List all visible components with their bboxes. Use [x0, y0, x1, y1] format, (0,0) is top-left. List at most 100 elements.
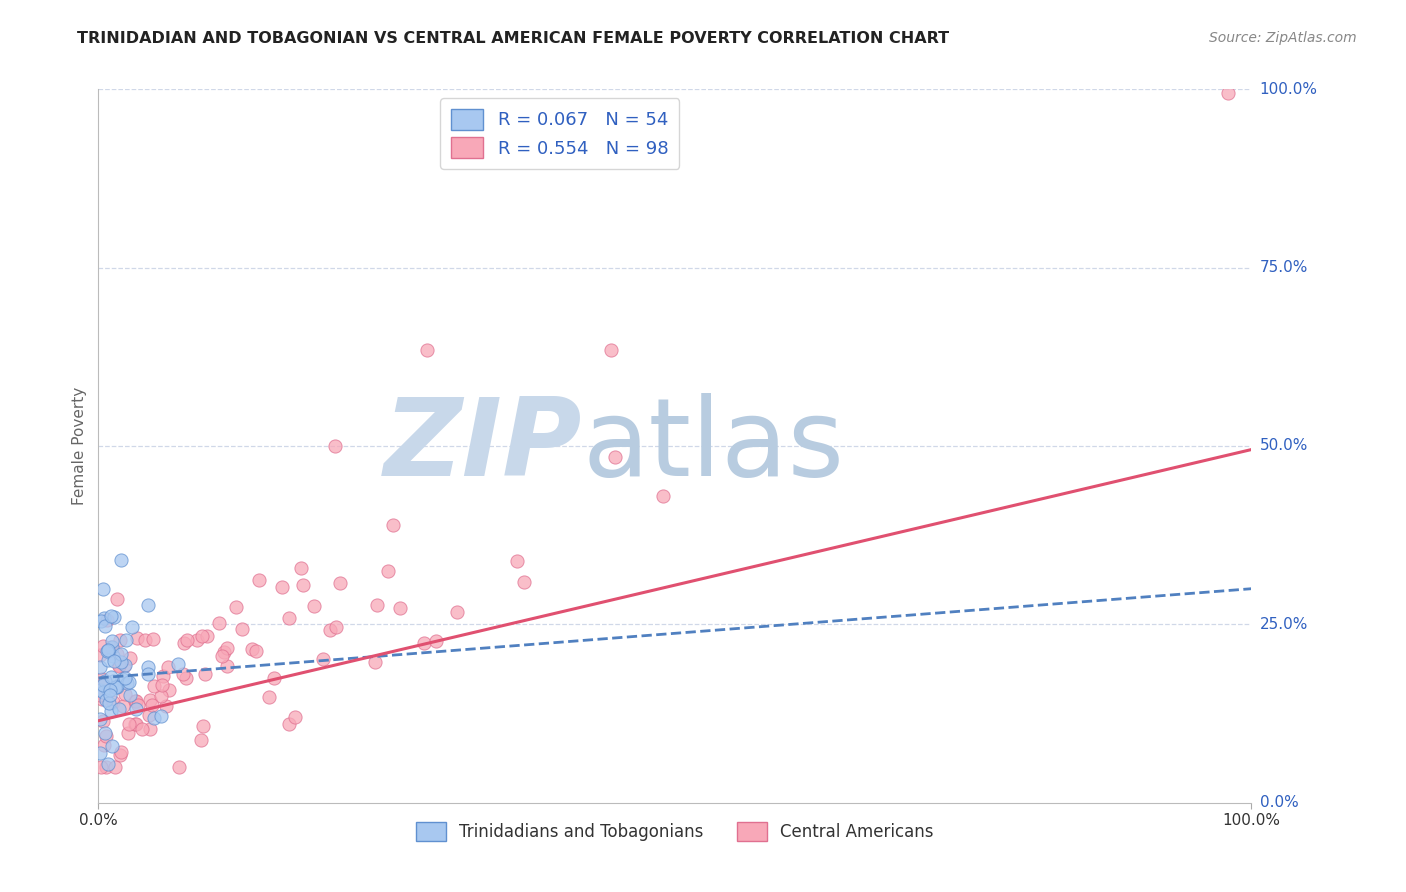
Point — [90, 678, 112, 692]
Point — [277, 717, 299, 731]
Point — [413, 636, 436, 650]
Point — [311, 651, 333, 665]
Point — [172, 667, 194, 681]
Point — [101, 674, 124, 689]
Point — [103, 654, 125, 668]
Point — [131, 722, 153, 736]
Point — [416, 343, 439, 357]
Point — [89, 660, 111, 674]
Point — [93, 611, 115, 625]
Point — [247, 573, 270, 587]
Point — [139, 722, 162, 736]
Point — [101, 739, 124, 753]
Point — [91, 714, 114, 729]
Point — [231, 622, 253, 636]
Point — [98, 696, 121, 710]
Point — [155, 699, 177, 714]
Point — [186, 633, 208, 648]
Point — [150, 678, 173, 692]
Point — [263, 671, 285, 685]
Point — [191, 719, 214, 733]
Point — [134, 633, 156, 648]
Point — [217, 659, 239, 673]
Point — [446, 605, 468, 619]
Point — [105, 592, 128, 607]
Point — [217, 641, 239, 656]
Point — [377, 564, 399, 578]
Point — [89, 682, 111, 697]
Point — [118, 688, 141, 702]
Point — [91, 672, 114, 686]
Text: TRINIDADIAN AND TOBAGONIAN VS CENTRAL AMERICAN FEMALE POVERTY CORRELATION CHART: TRINIDADIAN AND TOBAGONIAN VS CENTRAL AM… — [77, 31, 949, 46]
Point — [91, 582, 114, 596]
Point — [141, 698, 163, 713]
Point — [257, 690, 280, 704]
Point — [121, 620, 143, 634]
Point — [600, 343, 623, 357]
Point — [139, 692, 162, 706]
Point — [97, 756, 120, 771]
Point — [112, 699, 135, 714]
Point — [108, 702, 131, 716]
Point — [97, 643, 120, 657]
Point — [101, 649, 124, 664]
Point — [176, 632, 198, 647]
Point — [90, 614, 112, 628]
Text: 0.0%: 0.0% — [1260, 796, 1298, 810]
Point — [89, 648, 111, 663]
Point — [1218, 86, 1240, 100]
Point — [108, 747, 131, 762]
Point — [108, 633, 131, 648]
Point — [194, 667, 217, 681]
Point — [166, 657, 188, 671]
Point — [513, 574, 536, 589]
Point — [120, 650, 142, 665]
Point — [124, 716, 146, 731]
Point — [114, 658, 136, 673]
Point — [112, 659, 135, 673]
Point — [329, 575, 352, 590]
Point — [143, 711, 166, 725]
Point — [603, 450, 626, 464]
Point — [136, 660, 159, 674]
Point — [104, 760, 127, 774]
Point — [425, 634, 447, 648]
Point — [107, 658, 129, 673]
Point — [225, 599, 247, 614]
Point — [91, 691, 114, 706]
Point — [94, 619, 117, 633]
Text: Source: ZipAtlas.com: Source: ZipAtlas.com — [1209, 31, 1357, 45]
Point — [115, 633, 138, 648]
Point — [382, 517, 405, 532]
Point — [98, 682, 121, 697]
Point — [214, 645, 236, 659]
Point — [96, 643, 118, 657]
Point — [117, 726, 139, 740]
Point — [173, 636, 195, 650]
Point — [110, 655, 132, 669]
Point — [114, 671, 136, 685]
Point — [366, 598, 388, 612]
Point — [284, 710, 307, 724]
Point — [136, 667, 159, 681]
Point — [124, 694, 146, 708]
Point — [111, 672, 134, 686]
Legend: Trinidadians and Tobagonians, Central Americans: Trinidadians and Tobagonians, Central Am… — [409, 815, 941, 848]
Point — [127, 698, 149, 713]
Point — [103, 695, 125, 709]
Point — [138, 708, 160, 723]
Point — [277, 611, 299, 625]
Point — [364, 656, 387, 670]
Point — [114, 687, 136, 701]
Point — [89, 746, 111, 760]
Y-axis label: Female Poverty: Female Poverty — [72, 387, 87, 505]
Point — [157, 682, 180, 697]
Point — [190, 732, 212, 747]
Point — [101, 634, 124, 648]
Point — [149, 689, 172, 703]
Text: 50.0%: 50.0% — [1260, 439, 1308, 453]
Text: 100.0%: 100.0% — [1260, 82, 1317, 96]
Point — [97, 684, 120, 698]
Point — [98, 688, 121, 702]
Point — [107, 681, 129, 695]
